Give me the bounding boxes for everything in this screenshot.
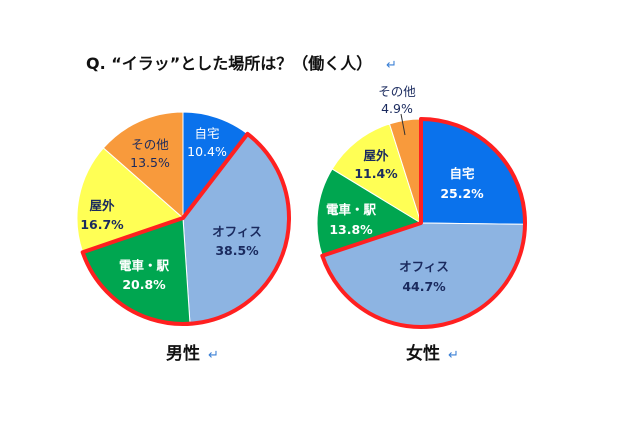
label-value: 10.4%	[187, 144, 227, 159]
return-mark-male: ↵	[208, 348, 219, 363]
pie-slice	[316, 168, 423, 257]
labels-female: 自宅 25.2% オフィス 44.7% 電車・駅 13.8% 屋外 11.4% …	[326, 84, 484, 294]
label-value: 25.2%	[440, 186, 484, 201]
label-name: オフィス	[399, 259, 449, 274]
pie-female	[316, 117, 527, 329]
label-value: 44.7%	[402, 279, 446, 294]
label-value: 11.4%	[354, 166, 398, 181]
label-value: 4.9%	[381, 101, 413, 116]
label-name: 電車・駅	[326, 202, 377, 217]
pie-male	[76, 111, 291, 326]
label-value: 13.5%	[130, 155, 170, 170]
return-mark-female: ↵	[448, 348, 459, 363]
label-name: オフィス	[212, 224, 262, 239]
subtitle-female: 女性	[406, 343, 440, 364]
highlight-outline	[320, 117, 527, 329]
subtitle-male: 男性	[166, 343, 200, 364]
label-name: 屋外	[363, 148, 389, 163]
highlight-outline	[80, 131, 291, 326]
label-name: 自宅	[449, 166, 475, 181]
pie-slice	[102, 111, 184, 220]
chart-title: Q. “イラッ”とした場所は？（働く人）	[86, 54, 372, 73]
label-value: 16.7%	[80, 217, 124, 232]
return-mark-title: ↵	[386, 58, 397, 73]
labels-male: 自宅 10.4% オフィス 38.5% 電車・駅 20.8% 屋外 16.7% …	[80, 126, 262, 292]
label-name: その他	[131, 137, 169, 152]
label-name: 電車・駅	[119, 258, 170, 273]
label-value: 38.5%	[215, 243, 259, 258]
pie-slice	[331, 123, 422, 225]
label-name: その他	[378, 84, 416, 99]
label-value: 20.8%	[122, 277, 166, 292]
label-value: 13.8%	[329, 222, 373, 237]
label-name: 自宅	[194, 126, 219, 141]
leader-line-other-female	[400, 113, 406, 136]
label-name: 屋外	[89, 198, 115, 213]
